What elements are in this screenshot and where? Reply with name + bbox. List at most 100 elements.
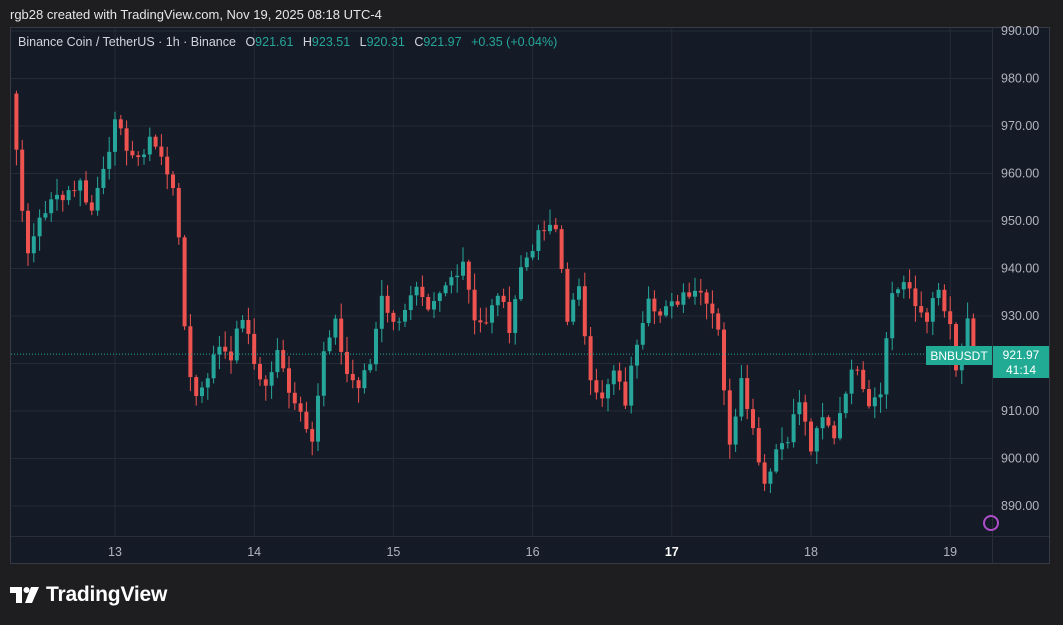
candle-body <box>606 384 610 399</box>
alert-bell-icon[interactable] <box>983 515 999 531</box>
candle-body <box>513 299 518 333</box>
candle-body <box>437 293 442 302</box>
legend-close-value: 921.97 <box>423 35 462 49</box>
candle-body <box>693 290 697 297</box>
candle-body <box>84 180 88 203</box>
candle-body <box>553 224 558 230</box>
candle-body <box>461 261 465 276</box>
candle-body <box>443 285 448 294</box>
candle-body <box>78 180 83 191</box>
candle-body <box>629 365 634 406</box>
candle-body <box>832 425 837 439</box>
candle-body <box>113 119 117 152</box>
candle-body <box>733 416 738 445</box>
candle-body <box>640 323 645 345</box>
candle-body <box>345 351 349 374</box>
candle-body <box>762 462 767 484</box>
candle-body <box>287 368 291 393</box>
candle-body <box>687 292 692 297</box>
y-tick-label: 950.00 <box>1001 214 1039 228</box>
candle-body <box>542 230 547 232</box>
candle-body <box>913 288 918 307</box>
candle-body <box>565 268 570 322</box>
y-tick-label: 960.00 <box>1001 167 1039 181</box>
candle-body <box>855 369 860 371</box>
candle-body <box>925 312 929 322</box>
candle-body <box>838 413 842 439</box>
candle-body <box>820 417 825 429</box>
candle-body <box>872 397 877 407</box>
y-tick-label: 970.00 <box>1001 119 1039 133</box>
candle-body <box>211 354 216 379</box>
candle-body <box>669 301 674 307</box>
candle-body <box>43 213 48 218</box>
candle-body <box>878 394 883 398</box>
legend-low-value: 920.31 <box>366 35 405 49</box>
candle-body <box>26 210 30 254</box>
candle-body <box>727 390 732 445</box>
candle-body <box>571 299 576 322</box>
y-tick-label: 900.00 <box>1001 452 1039 466</box>
attribution-text: rgb28 created with TradingView.com, Nov … <box>10 7 382 22</box>
candle-body <box>472 289 477 321</box>
candle-body <box>420 286 425 298</box>
y-tick-label: 890.00 <box>1001 499 1039 513</box>
candle-body <box>426 297 431 310</box>
candle-body <box>826 417 831 426</box>
candle-body <box>414 286 419 296</box>
x-tick-label: 13 <box>108 545 122 559</box>
candle-body <box>774 449 779 472</box>
candle-body <box>176 188 181 238</box>
candle-body <box>397 321 402 323</box>
candle-body <box>901 282 906 290</box>
candle-body <box>524 257 529 268</box>
candle-body <box>507 301 512 333</box>
candle-body <box>304 411 309 430</box>
candle-body <box>60 194 65 201</box>
candle-body <box>896 289 900 294</box>
candle-body <box>530 250 535 258</box>
legend-open-label: O <box>245 35 256 49</box>
tradingview-logo[interactable]: TradingView <box>10 583 167 607</box>
candle-body <box>339 318 344 352</box>
candle-body <box>582 286 587 337</box>
candle-body <box>188 326 193 378</box>
x-tick-label: 16 <box>526 545 540 559</box>
symbol-price-label: BNBUSDT <box>926 346 992 365</box>
candle-body <box>217 346 222 355</box>
candle-body <box>246 319 251 334</box>
ohlc-legend: Binance Coin / TetherUS · 1h · Binance O… <box>18 35 557 49</box>
candle-body <box>258 363 262 380</box>
logo-wordmark: TradingView <box>46 583 168 606</box>
candle-body <box>223 346 228 352</box>
legend-symbol[interactable]: Binance Coin / TetherUS · 1h · Binance <box>18 35 236 49</box>
legend-close-label: C <box>414 35 424 49</box>
candle-body <box>362 370 367 389</box>
candle-body <box>867 389 871 407</box>
candle-body <box>124 128 129 151</box>
candle-body <box>37 217 42 237</box>
candle-body <box>72 190 77 192</box>
candle-body <box>391 312 396 322</box>
candle-body <box>49 199 54 214</box>
candle-body <box>890 293 895 339</box>
candle-body <box>588 336 593 381</box>
candle-body <box>594 380 599 393</box>
candle-body <box>374 328 378 365</box>
candle-body <box>333 318 338 338</box>
last-price-badge: 921.97 41:14 <box>993 346 1049 378</box>
candle-body <box>147 136 152 155</box>
legend-high-label: H <box>302 35 312 49</box>
candle-body <box>368 364 373 371</box>
candle-body <box>107 151 112 169</box>
candle-body <box>350 373 355 381</box>
candle-body <box>310 429 315 442</box>
legend-change: +0.35 (+0.04%) <box>471 35 558 49</box>
candle-body <box>200 387 204 397</box>
candle-body <box>130 150 135 156</box>
candle-body <box>153 136 158 147</box>
candle-body <box>710 303 715 314</box>
y-tick-label: 980.00 <box>1001 72 1039 86</box>
candle-body <box>617 370 622 382</box>
